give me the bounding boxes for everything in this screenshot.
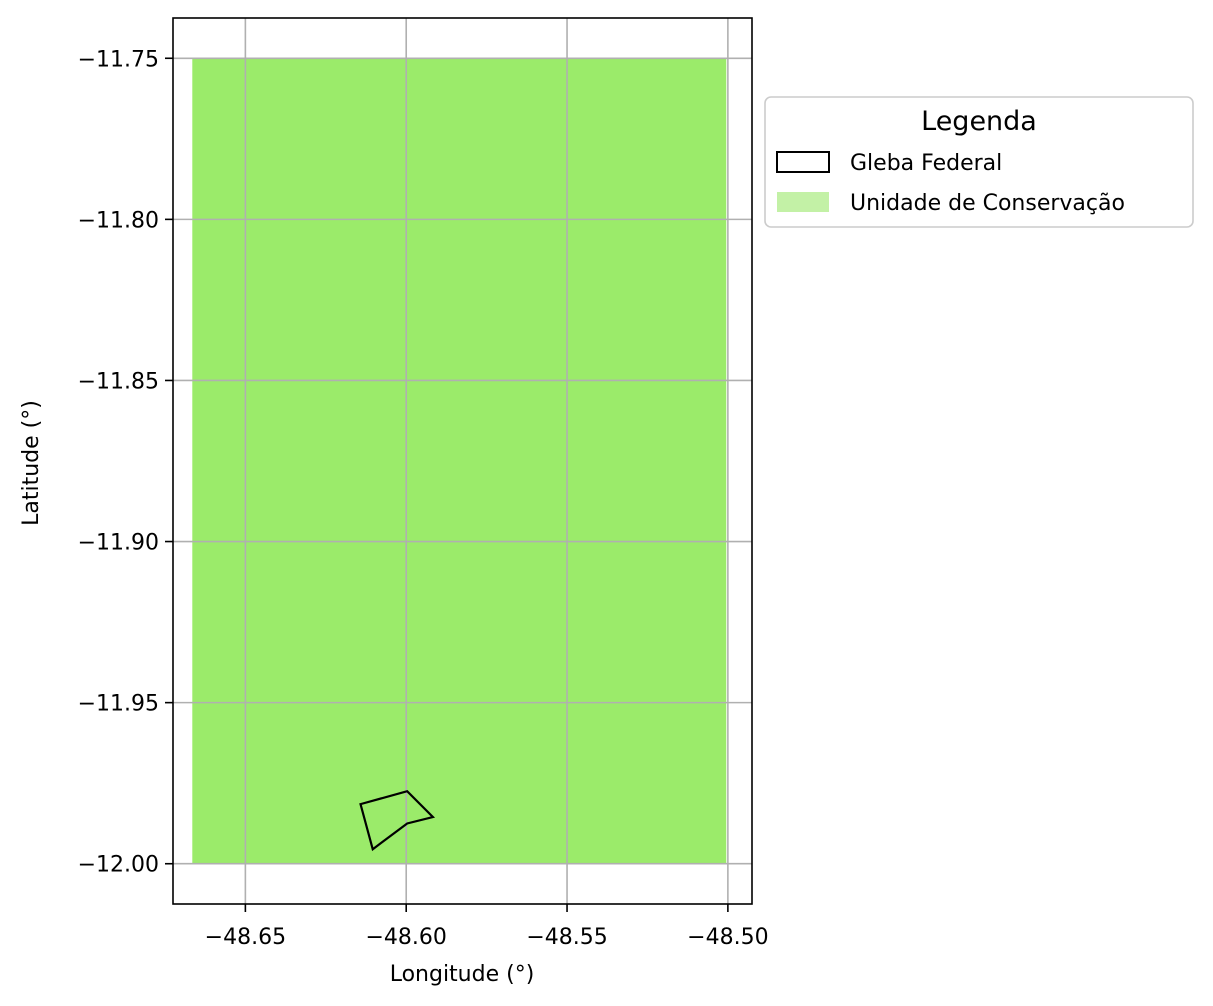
y-tick-label: −11.75 xyxy=(78,47,159,72)
x-axis-ticks: −48.65 −48.60 −48.55 −48.50 xyxy=(205,904,769,950)
legend-entry-conservation-unit: Unidade de Conservação xyxy=(850,191,1125,216)
y-axis-label: Latitude (°) xyxy=(19,400,44,526)
gleba-federal-polygon xyxy=(359,790,436,852)
y-tick-label: −12.00 xyxy=(78,853,159,878)
legend-entry-gleba: Gleba Federal xyxy=(850,151,1002,176)
legend-swatch-gleba xyxy=(776,151,830,173)
x-tick-label: −48.60 xyxy=(365,925,446,950)
y-tick-label: −11.80 xyxy=(78,208,159,233)
legend-box xyxy=(764,96,1194,228)
grid-lines xyxy=(173,18,752,904)
plot-area xyxy=(172,17,753,905)
x-tick-label: −48.50 xyxy=(687,925,768,950)
y-tick-label: −11.95 xyxy=(78,692,159,717)
legend-swatch-conservation-unit xyxy=(777,192,829,212)
legend: Legenda Gleba Federal Unidade de Conserv… xyxy=(764,96,1194,228)
axes-frame xyxy=(172,17,753,905)
conservation-unit-polygon xyxy=(192,58,727,864)
x-tick-label: −48.55 xyxy=(526,925,607,950)
y-axis-ticks: −11.75 −11.80 −11.85 −11.90 −11.95 −12.00 xyxy=(78,47,173,878)
y-tick-label: −11.85 xyxy=(78,369,159,394)
y-tick-label: −11.90 xyxy=(78,531,159,556)
x-tick-label: −48.65 xyxy=(205,925,286,950)
x-axis-label: Longitude (°) xyxy=(390,962,535,987)
legend-title: Legenda xyxy=(921,106,1037,137)
